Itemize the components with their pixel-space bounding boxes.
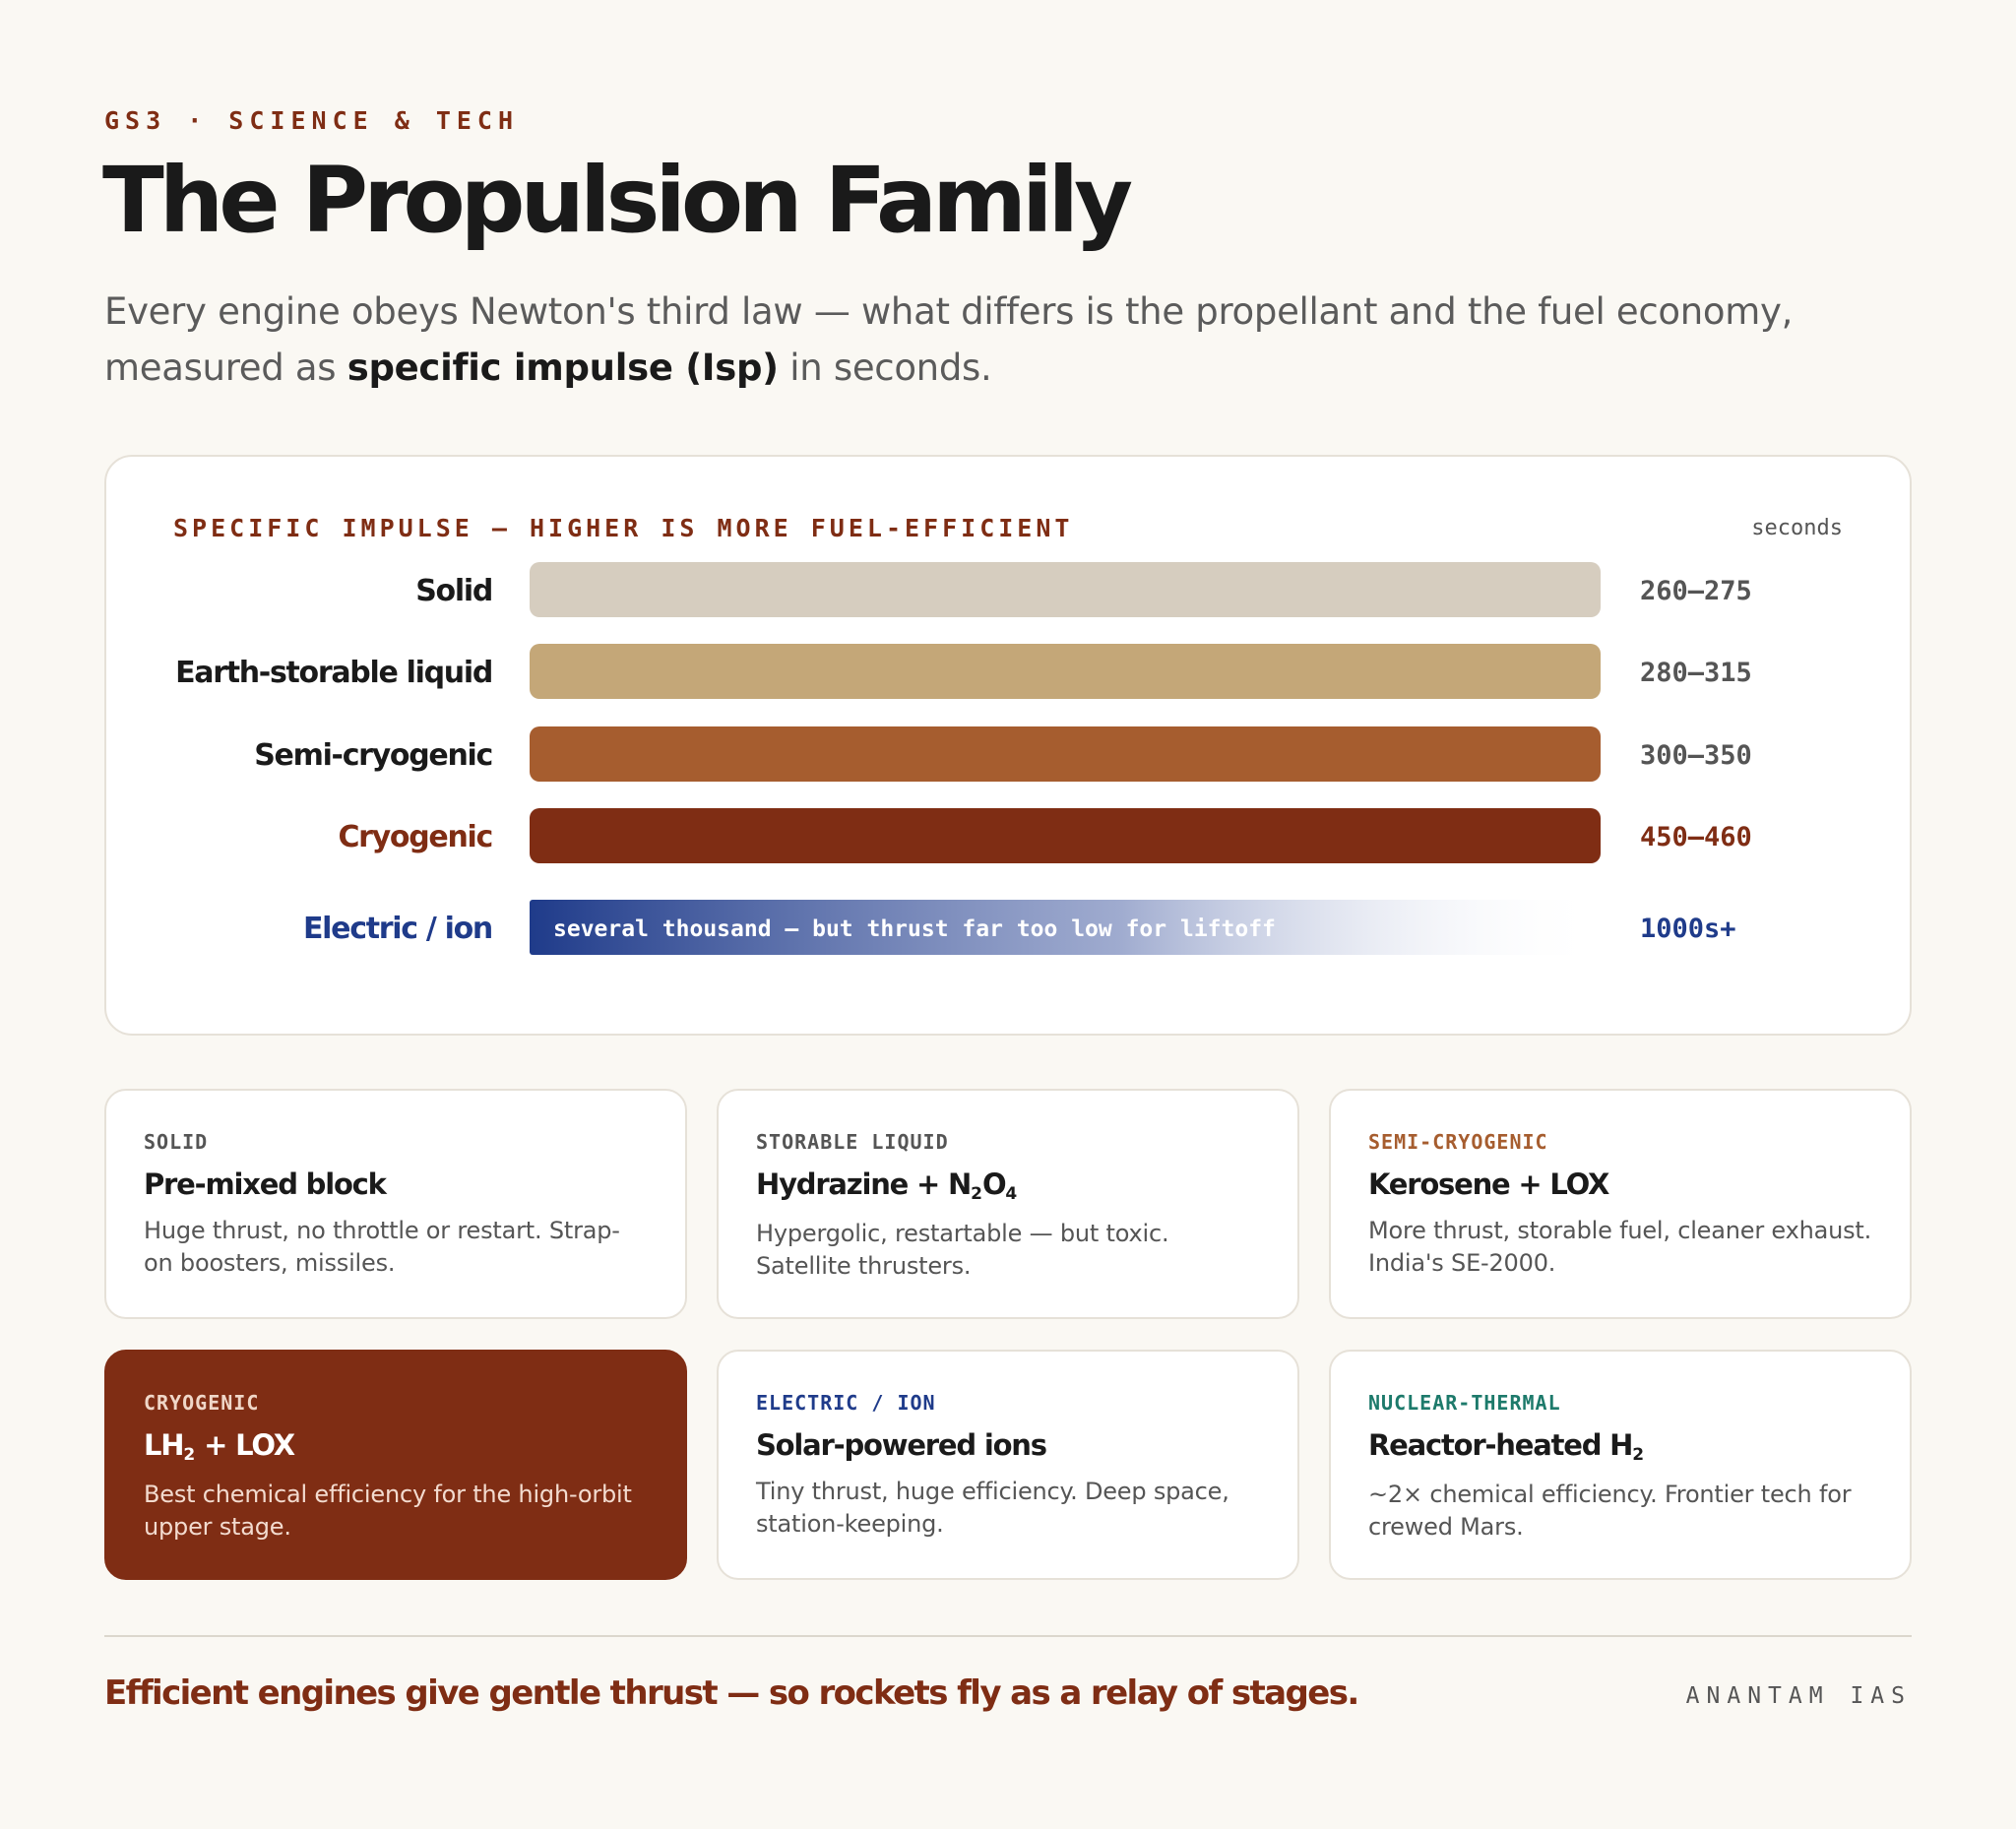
- card-cryogenic: CRYOGENIC LH2 + LOX Best chemical effici…: [104, 1350, 687, 1580]
- category-label: Solid: [415, 574, 492, 608]
- card-solid: SOLID Pre-mixed block Huge thrust, no th…: [104, 1089, 687, 1319]
- card-tag: SEMI-CRYOGENIC: [1368, 1130, 1548, 1154]
- bar-solid: [530, 562, 1601, 617]
- card-title: Reactor-heated H2: [1368, 1428, 1872, 1465]
- card-title-part: O: [981, 1167, 1007, 1201]
- footer-divider: [104, 1635, 1912, 1637]
- card-storable-liquid: STORABLE LIQUID Hydrazine + N2O4 Hypergo…: [717, 1089, 1299, 1319]
- isp-bar-chart: Solid 260–275 Earth-storable liquid 280–315…: [175, 562, 1752, 955]
- value-label: 300–350: [1640, 740, 1752, 771]
- page-subtitle: Every engine obeys Newton's third law — …: [104, 284, 1896, 396]
- subtitle-text-end: in seconds.: [778, 347, 992, 389]
- card-tag: ELECTRIC / ION: [756, 1391, 936, 1415]
- value-label: 450–460: [1640, 822, 1752, 852]
- card-semi-cryogenic: SEMI-CRYOGENIC Kerosene + LOX More thrus…: [1329, 1089, 1912, 1319]
- bar-earth-storable-liquid: [530, 644, 1601, 699]
- chart-title: SPECIFIC IMPULSE — HIGHER IS MORE FUEL-E…: [173, 514, 1074, 542]
- card-nuclear-thermal: NUCLEAR-THERMAL Reactor-heated H2 ~2× ch…: [1329, 1350, 1912, 1580]
- card-tag: SOLID: [144, 1130, 209, 1154]
- card-title-subscript: 2: [183, 1445, 196, 1465]
- card-description: Tiny thrust, huge efficiency. Deep space…: [756, 1478, 1229, 1538]
- footer-tagline: Efficient engines give gentle thrust — s…: [104, 1673, 1359, 1713]
- card-description: Best chemical efficiency for the high-or…: [144, 1481, 632, 1541]
- bar-annotation: several thousand — but thrust far too lo…: [553, 916, 1276, 942]
- card-title-subscript: 4: [1005, 1184, 1018, 1204]
- category-label: Cryogenic: [338, 820, 492, 854]
- value-label: 260–275: [1640, 576, 1752, 606]
- category-label: Electric / ion: [303, 912, 492, 946]
- isp-chart-card: SPECIFIC IMPULSE — HIGHER IS MORE FUEL-E…: [104, 455, 1912, 1036]
- card-title: Hydrazine + N2O4: [756, 1167, 1260, 1204]
- category-label: Semi-cryogenic: [254, 738, 492, 773]
- subtitle-text: Every engine obeys Newton's third law — …: [104, 290, 1794, 389]
- card-title-part: + LOX: [195, 1428, 295, 1462]
- card-description: Huge thrust, no throttle or restart. Str…: [144, 1217, 620, 1277]
- eyebrow-label: GS3 · SCIENCE & TECH: [104, 106, 520, 135]
- card-description: Hypergolic, restartable — but toxic. Sat…: [756, 1220, 1169, 1280]
- card-title: LH2 + LOX: [144, 1428, 648, 1465]
- card-title-subscript: 2: [1632, 1445, 1645, 1465]
- card-title-part: Reactor-heated H: [1368, 1428, 1633, 1462]
- bar-electric-ion: [530, 900, 1601, 955]
- subtitle-emphasis: specific impulse (Isp): [346, 347, 779, 389]
- card-title: Solar-powered ions: [756, 1428, 1047, 1462]
- card-title-part: Hydrazine + N: [756, 1167, 972, 1201]
- bar-semi-cryogenic: [530, 726, 1601, 782]
- chart-unit-label: seconds: [1751, 516, 1843, 540]
- card-tag: CRYOGENIC: [144, 1391, 260, 1415]
- card-tag: STORABLE LIQUID: [756, 1130, 949, 1154]
- card-electric-ion: ELECTRIC / ION Solar-powered ions Tiny t…: [717, 1350, 1299, 1580]
- card-title: Kerosene + LOX: [1368, 1167, 1609, 1201]
- category-label: Earth-storable liquid: [175, 656, 492, 690]
- card-title-subscript: 2: [971, 1184, 982, 1204]
- card-title-part: LH: [144, 1428, 185, 1462]
- card-description: More thrust, storable fuel, cleaner exha…: [1368, 1217, 1872, 1277]
- value-label: 280–315: [1640, 658, 1752, 688]
- bar-cryogenic: [530, 808, 1601, 863]
- brand-name: ANANTAM IAS: [1685, 1683, 1912, 1709]
- card-tag: NUCLEAR-THERMAL: [1368, 1391, 1561, 1415]
- card-description: ~2× chemical efficiency. Frontier tech f…: [1368, 1481, 1852, 1541]
- value-label: 1000s+: [1640, 914, 1736, 944]
- card-title: Pre-mixed block: [144, 1167, 387, 1201]
- page-title: The Propulsion Family: [102, 148, 1133, 253]
